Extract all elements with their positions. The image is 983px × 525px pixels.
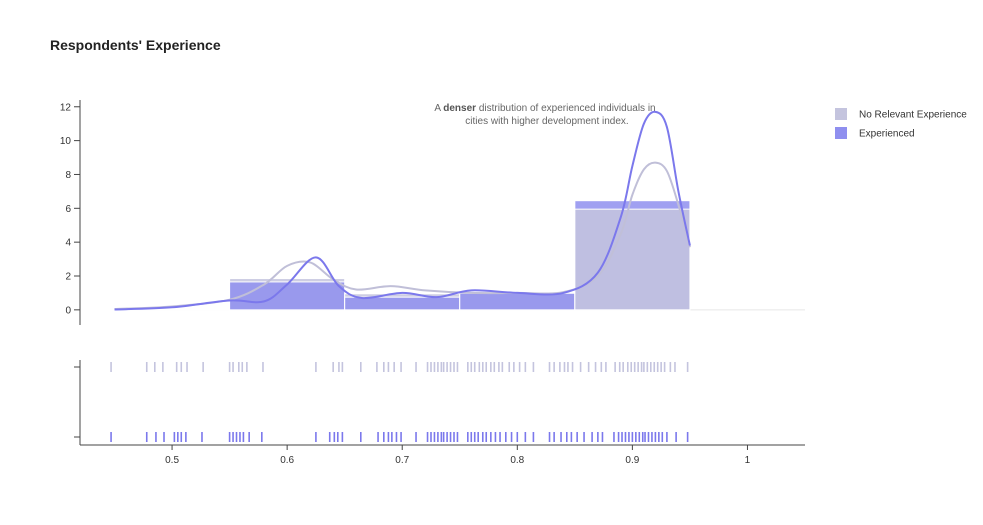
y-tick-label: 8 (65, 170, 71, 181)
chart-annotation: A denser distribution of experienced ind… (434, 103, 655, 127)
x-tick-label: 0.5 (165, 455, 179, 466)
legend-label: Experienced (859, 129, 915, 140)
y-tick-label: 6 (65, 204, 71, 215)
annotation-part-1: A (434, 103, 443, 114)
legend-swatch (835, 108, 847, 120)
annotation-line-2: cities with higher development index. (465, 116, 628, 127)
hist-bar-experienced (459, 292, 576, 311)
legend-label: No Relevant Experience (859, 110, 967, 121)
y-tick-label: 10 (60, 136, 72, 147)
density-plot: 0 2 4 6 8 10 12 (60, 100, 805, 325)
legend-item-experienced[interactable]: Experienced (835, 127, 915, 140)
chart-legend[interactable]: No Relevant Experience Experienced (835, 108, 967, 140)
y-tick-label: 4 (65, 238, 71, 249)
x-tick-label: 1 (745, 455, 751, 466)
x-tick-label: 0.9 (625, 455, 639, 466)
annotation-part-2: denser (443, 103, 476, 114)
rug-plot: 0.5 0.6 0.7 0.8 0.9 1 (74, 360, 805, 466)
hist-bar-experienced (344, 296, 461, 311)
legend-item-no-relevant[interactable]: No Relevant Experience (835, 108, 967, 121)
chart-title: Respondents' Experience (50, 37, 221, 53)
y-tick-label: 12 (60, 102, 72, 113)
hist-bar-no-relevant (574, 208, 691, 311)
kde-curve-no-relevant (114, 161, 691, 310)
legend-swatch (835, 127, 847, 139)
x-tick-label: 0.7 (395, 455, 409, 466)
annotation-line-1: A denser distribution of experienced ind… (434, 103, 655, 114)
annotation-part-3: distribution of experienced individuals … (476, 103, 656, 114)
y-tick-label: 2 (65, 272, 71, 283)
x-tick-label: 0.6 (280, 455, 294, 466)
x-tick-label: 0.8 (510, 455, 524, 466)
kde-curve-experienced (114, 110, 691, 311)
y-tick-label: 0 (65, 305, 71, 316)
hist-bar-experienced (229, 281, 346, 311)
